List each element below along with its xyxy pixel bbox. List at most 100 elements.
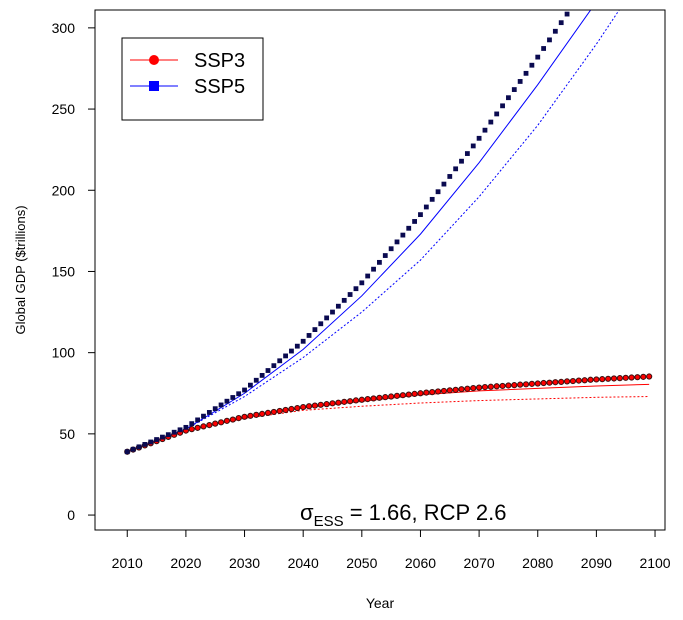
point	[324, 315, 330, 321]
point	[453, 166, 459, 172]
point	[476, 384, 483, 391]
point	[593, 376, 600, 383]
point	[441, 181, 447, 187]
point	[282, 406, 289, 414]
point	[393, 392, 401, 399]
point	[300, 338, 306, 344]
point	[458, 386, 465, 393]
point	[130, 446, 136, 452]
point	[399, 392, 406, 399]
point	[494, 111, 500, 117]
point	[306, 333, 312, 338]
x-tick-label: 2090	[581, 555, 612, 571]
point	[569, 377, 577, 385]
point	[552, 28, 558, 34]
point	[171, 429, 177, 435]
x-tick-label: 2050	[346, 555, 377, 571]
point	[142, 442, 148, 447]
x-tick-label: 2080	[522, 555, 553, 571]
point	[447, 174, 453, 179]
point	[235, 415, 242, 422]
point	[236, 391, 242, 397]
point	[511, 87, 517, 92]
x-tick-label: 2010	[112, 555, 143, 571]
point	[253, 411, 260, 418]
series-line	[127, 10, 620, 453]
point	[610, 375, 618, 382]
y-tick-label: 100	[52, 345, 76, 361]
x-tick-label: 2100	[639, 555, 670, 571]
point	[575, 377, 582, 384]
point	[464, 151, 470, 156]
point	[223, 417, 231, 424]
legend-box	[121, 37, 264, 121]
point	[341, 398, 348, 405]
point	[388, 393, 395, 400]
point	[277, 358, 283, 364]
point	[406, 225, 412, 231]
y-tick-label: 200	[52, 182, 76, 198]
point	[394, 239, 400, 245]
point	[429, 389, 436, 396]
plot-frame	[94, 9, 666, 531]
point	[323, 401, 330, 408]
point	[242, 387, 247, 393]
y-tick-label: 50	[59, 426, 75, 442]
point	[388, 246, 394, 252]
point	[352, 397, 360, 404]
point	[405, 391, 412, 398]
point	[470, 143, 476, 149]
annotation-symbol: σ	[300, 500, 314, 525]
point	[358, 396, 365, 403]
point	[511, 382, 518, 389]
point	[206, 410, 212, 415]
point	[371, 266, 376, 272]
point	[305, 403, 313, 410]
point	[429, 196, 435, 202]
point	[154, 437, 159, 442]
point	[464, 385, 471, 392]
point	[417, 390, 424, 397]
x-tick-label: 2030	[229, 555, 260, 571]
point	[481, 383, 489, 391]
point	[201, 413, 206, 419]
point	[435, 189, 441, 195]
point	[517, 381, 524, 388]
point	[587, 376, 594, 383]
point	[160, 434, 165, 440]
point	[189, 421, 195, 427]
point	[312, 327, 318, 333]
point	[581, 377, 588, 384]
point	[571, 3, 576, 8]
point	[183, 424, 189, 430]
point	[487, 383, 494, 390]
y-tick-label: 300	[52, 20, 76, 36]
point	[347, 292, 353, 297]
point	[148, 439, 154, 445]
point	[412, 219, 417, 224]
point	[400, 232, 406, 238]
point	[353, 286, 359, 292]
legend-marker	[149, 55, 159, 65]
point	[488, 119, 494, 125]
point	[558, 20, 564, 26]
point	[212, 420, 219, 427]
point	[382, 394, 389, 401]
point	[534, 380, 541, 387]
annotation: σESS = 1.66, RCP 2.6	[300, 500, 506, 530]
point	[411, 390, 418, 398]
point	[188, 426, 195, 433]
point	[195, 417, 201, 423]
point	[529, 62, 535, 68]
point	[640, 373, 647, 380]
point	[552, 379, 559, 386]
legend-label: SSP5	[194, 76, 245, 98]
point	[136, 444, 142, 450]
point	[217, 419, 225, 426]
point	[376, 394, 383, 401]
point	[264, 409, 272, 417]
point	[423, 204, 429, 210]
point	[470, 384, 477, 392]
